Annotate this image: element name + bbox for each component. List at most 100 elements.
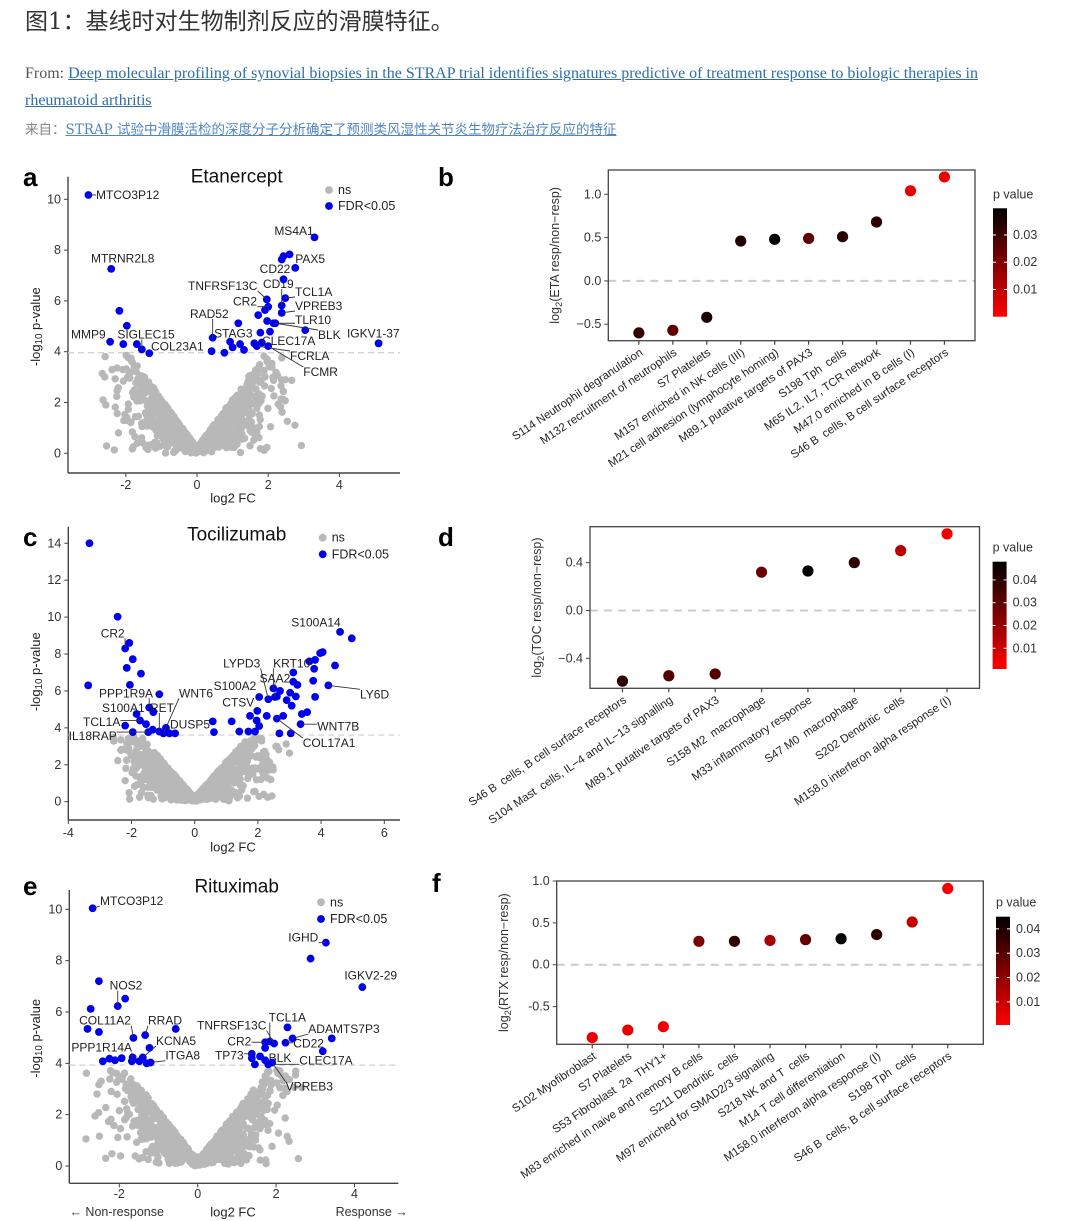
- significant-point: [251, 727, 259, 736]
- ns-point: [124, 734, 133, 743]
- significant-point: [262, 711, 271, 720]
- module-point: [802, 565, 814, 577]
- ns-point: [137, 1086, 145, 1095]
- ns-point: [229, 406, 237, 414]
- cn-from-label: 来自：: [25, 122, 66, 138]
- label-leader-line: [328, 684, 361, 690]
- significant-point: [285, 250, 294, 259]
- ns-point: [134, 1121, 143, 1130]
- module-point: [663, 670, 675, 682]
- x-tick-label: -2: [114, 1187, 125, 1201]
- panel-letter: d: [438, 522, 454, 552]
- gene-label: MTCO3P12: [100, 894, 164, 908]
- label-leader-line: [256, 345, 291, 352]
- labeled-point: [144, 728, 153, 737]
- ns-point: [241, 758, 250, 766]
- ns-point: [142, 382, 151, 391]
- article-link-line-1[interactable]: Deep molecular profiling of synovial bio…: [68, 65, 978, 82]
- ns-point: [123, 413, 131, 422]
- gene-label: TLR10: [295, 313, 331, 327]
- ns-point: [102, 442, 111, 450]
- ns-point: [125, 789, 133, 797]
- x-tick-label: -4: [63, 826, 74, 840]
- ns-point: [277, 382, 285, 390]
- ns-point: [228, 397, 237, 406]
- module-point: [799, 934, 812, 946]
- legend-ns-label: ns: [332, 531, 345, 545]
- ns-point: [154, 1136, 162, 1144]
- gene-label: IGKV2-29: [344, 969, 397, 983]
- gene-label: COL11A2: [79, 1014, 131, 1028]
- ns-point: [165, 408, 173, 416]
- figure-title: 图1：基线时对生物制剂反应的滑膜特征。: [25, 9, 454, 35]
- significant-point: [155, 690, 164, 699]
- significant-point: [279, 711, 288, 720]
- ns-point: [274, 1129, 283, 1137]
- legend-sig-label: FDR<0.05: [338, 199, 395, 213]
- labeled-point: [226, 337, 235, 346]
- ns-point: [242, 768, 250, 776]
- significant-point: [310, 664, 319, 673]
- label-leader-line: [281, 310, 296, 314]
- ns-point: [160, 778, 168, 786]
- labeled-point: [132, 710, 141, 718]
- cn-article-link[interactable]: STRAP 试验中滑膜活检的深度分子分析确定了预测类风湿性关节炎生物疗法治疗反应…: [65, 122, 617, 138]
- ns-point: [143, 402, 152, 410]
- ns-point: [149, 385, 158, 393]
- ns-point: [240, 389, 248, 397]
- chart-title: Tocilizumab: [187, 525, 286, 546]
- plot-frame: [556, 880, 984, 1045]
- significant-point: [234, 319, 243, 328]
- module-point: [735, 235, 747, 247]
- significant-point: [318, 648, 327, 657]
- module-point: [941, 528, 953, 540]
- ns-point: [287, 376, 296, 385]
- panel-letter: e: [23, 871, 37, 901]
- y-tick-label: 4: [54, 345, 61, 359]
- ns-point: [211, 426, 219, 434]
- gene-label: NOS2: [110, 979, 143, 993]
- module-point: [904, 185, 917, 197]
- ns-point: [257, 1084, 265, 1092]
- gene-label: KCNA5: [156, 1034, 196, 1048]
- gene-label: S100A14: [291, 616, 341, 630]
- ns-point: [201, 434, 209, 442]
- x-tick-label: 0: [191, 826, 198, 840]
- labeled-point: [261, 1044, 270, 1052]
- gene-label: S100A2: [214, 679, 257, 693]
- y-axis-label: log2(ETA resp/non−resp): [548, 187, 564, 324]
- ns-point: [265, 362, 273, 370]
- plot-frame: [589, 526, 981, 689]
- x-tick-label: 2: [265, 478, 272, 492]
- significant-point: [311, 692, 319, 701]
- significant-point: [86, 1004, 95, 1013]
- ns-point: [261, 1156, 270, 1164]
- ns-point: [203, 781, 211, 790]
- legend-sig-marker: [325, 202, 333, 210]
- ns-point: [113, 1069, 121, 1078]
- ns-point: [149, 763, 157, 771]
- colorbar-tick-label: 0.03: [1013, 596, 1037, 610]
- ns-point: [152, 1125, 160, 1133]
- ns-point: [184, 792, 192, 800]
- gene-label: IL18RAP: [69, 729, 117, 743]
- x-tick-label: 4: [318, 826, 325, 840]
- y-tick-label: 8: [54, 243, 61, 257]
- y-tick-label: 4: [54, 721, 61, 735]
- ns-point: [249, 787, 258, 796]
- article-link-line-2[interactable]: rheumatoid arthritis: [25, 92, 152, 109]
- module-point: [836, 231, 849, 243]
- ns-point: [202, 1148, 210, 1156]
- direction-label-response: Response →: [336, 1205, 408, 1219]
- ns-point: [243, 794, 252, 802]
- labeled-point: [129, 1034, 138, 1042]
- ns-point: [264, 1126, 272, 1135]
- labeled-point: [136, 716, 144, 725]
- ns-point: [108, 1150, 116, 1158]
- ns-point: [281, 1114, 289, 1122]
- panel-letter: c: [23, 522, 37, 552]
- ns-point: [122, 764, 130, 773]
- ns-point: [264, 404, 272, 413]
- ns-point: [291, 421, 299, 429]
- ns-point: [251, 392, 259, 401]
